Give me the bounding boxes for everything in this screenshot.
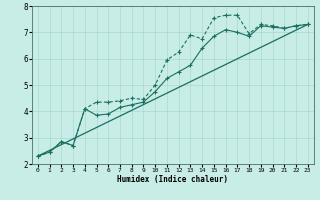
X-axis label: Humidex (Indice chaleur): Humidex (Indice chaleur) xyxy=(117,175,228,184)
